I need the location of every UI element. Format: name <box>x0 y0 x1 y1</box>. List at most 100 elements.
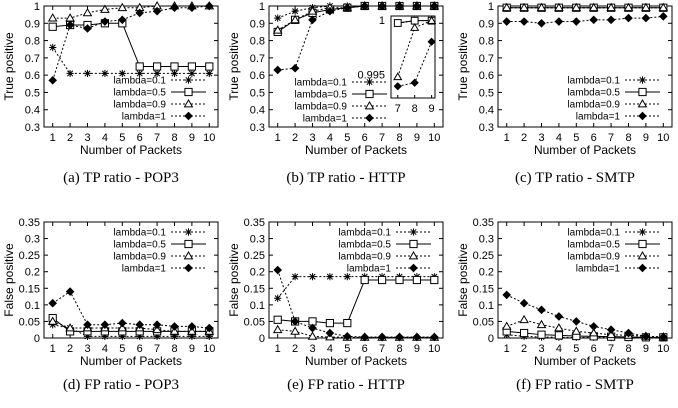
x-tick-label: 5 <box>573 132 579 144</box>
legend-marker-diamond <box>638 263 647 273</box>
x-axis-label: Number of Packets <box>534 143 636 157</box>
data-point-triangle <box>658 2 669 12</box>
data-point-diamond <box>273 265 283 275</box>
data-point-triangle <box>65 323 75 332</box>
data-point-diamond <box>360 1 370 11</box>
figure-caption: (f) FP ratio - SMTP <box>516 377 634 393</box>
y-tick-label: 0.15 <box>473 283 494 295</box>
legend-label: lambda=0.9 <box>113 252 166 263</box>
data-point-diamond <box>606 15 616 25</box>
data-point-diamond <box>342 3 352 13</box>
data-point-diamond <box>135 8 145 18</box>
inset-frame <box>390 15 436 99</box>
data-point-square <box>48 22 57 31</box>
x-tick-label: 5 <box>119 132 125 144</box>
legend-label: lambda=0.5 <box>113 88 166 99</box>
data-point-star <box>136 69 144 78</box>
x-tick-label: 1 <box>275 132 281 144</box>
data-point-square <box>153 62 162 71</box>
data-point-square <box>430 275 439 285</box>
data-point-square <box>343 318 352 328</box>
legend-label: lambda=1 <box>576 112 621 123</box>
data-point-diamond <box>290 63 300 73</box>
y-tick-label: 0.5 <box>479 87 494 99</box>
y-tick-label: 0.35 <box>244 217 265 229</box>
inset-x-tick-label: 9 <box>429 103 435 115</box>
chart-panel-c: 0.30.40.50.60.70.80.911 2 3 4 5 6 7 8 9 10Number … <box>456 1 673 186</box>
data-point-triangle <box>554 2 564 12</box>
data-point-star <box>170 69 179 78</box>
data-point-triangle <box>588 2 599 12</box>
x-tick-label: 8 <box>396 132 402 144</box>
data-point-square <box>537 330 546 339</box>
data-point-star <box>274 14 282 22</box>
data-point-star <box>136 332 144 340</box>
x-tick-label: 8 <box>171 343 177 355</box>
data-point-diamond <box>360 332 370 342</box>
x-tick-label: 9 <box>189 132 195 144</box>
data-point-diamond <box>152 6 162 16</box>
x-tick-label: 5 <box>344 132 350 144</box>
data-point-diamond <box>641 13 651 23</box>
x-tick-label: 2 <box>67 132 73 144</box>
data-point-star <box>188 332 196 340</box>
data-point-diamond <box>554 312 564 321</box>
data-point-star <box>101 69 109 78</box>
legend-label: lambda=0.5 <box>338 240 391 251</box>
data-point-diamond <box>204 1 214 11</box>
x-tick-label: 9 <box>414 343 420 355</box>
y-axis-label: True positive <box>456 32 470 101</box>
x-tick-label: 10 <box>428 343 440 355</box>
data-point-diamond <box>325 6 335 16</box>
y-tick-label: 0.5 <box>25 87 40 99</box>
plot-frame <box>43 5 219 128</box>
data-point-diamond <box>589 322 599 331</box>
data-point-triangle <box>606 329 616 339</box>
x-tick-label: 8 <box>396 343 402 355</box>
x-tick-label: 10 <box>657 343 669 355</box>
x-tick-label: 10 <box>657 132 669 144</box>
x-tick-label: 5 <box>119 343 125 355</box>
legend-label: lambda=0.1 <box>338 228 391 239</box>
x-tick-label: 6 <box>591 132 597 144</box>
x-tick-label: 10 <box>203 343 215 355</box>
inset-chart: 7 8 9 1 0.995 <box>357 15 437 115</box>
figure-caption: (e) FP ratio - HTTP <box>287 377 405 393</box>
y-tick-label: 0.15 <box>19 283 40 295</box>
inset-data-point-triangle <box>393 72 403 81</box>
x-axis-label: Number of Packets <box>534 354 636 368</box>
series-line-square <box>277 5 435 33</box>
x-tick-label: 3 <box>538 343 544 355</box>
x-tick-label: 2 <box>67 343 73 355</box>
data-point-star <box>83 332 92 340</box>
data-point-triangle <box>519 2 529 12</box>
x-axis-label: Number of Packets <box>305 354 407 368</box>
legend-marker-square <box>409 239 418 249</box>
data-point-triangle <box>290 326 300 335</box>
y-tick-label: 1 <box>259 1 265 13</box>
legend-marker-star <box>365 78 374 86</box>
y-tick-label: 0.6 <box>250 70 265 82</box>
data-point-star <box>205 69 213 78</box>
data-point-diamond <box>641 332 651 341</box>
data-point-diamond <box>152 320 162 330</box>
data-point-diamond <box>571 17 581 26</box>
x-tick-label: 7 <box>608 343 614 355</box>
inset-data-point-square <box>393 19 402 27</box>
y-axis-label: False positive <box>456 243 470 317</box>
data-point-diamond <box>290 317 300 326</box>
data-point-square <box>325 318 334 328</box>
legend-marker-diamond <box>365 113 374 123</box>
y-tick-label: 0.1 <box>250 300 265 312</box>
legend-marker-square <box>638 87 647 97</box>
data-point-diamond <box>554 17 564 26</box>
data-point-triangle <box>47 316 58 325</box>
data-point-diamond <box>502 290 512 300</box>
plot-frame <box>268 221 444 339</box>
data-point-diamond <box>537 18 546 28</box>
data-point-square <box>135 62 144 71</box>
legend-label: lambda=0.5 <box>113 240 166 251</box>
data-point-triangle <box>187 326 197 335</box>
